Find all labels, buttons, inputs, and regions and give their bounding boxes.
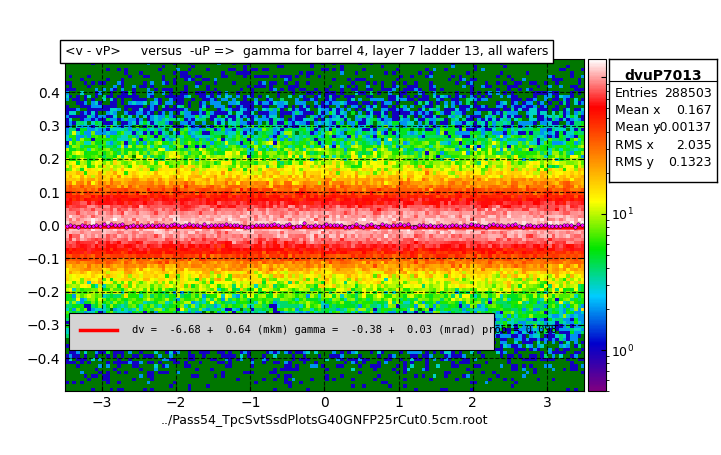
Text: 288503: 288503 bbox=[664, 87, 712, 100]
Text: 0.167: 0.167 bbox=[676, 104, 712, 117]
Text: 0.1323: 0.1323 bbox=[668, 156, 712, 169]
Text: Mean y: Mean y bbox=[614, 121, 660, 134]
Text: RMS y: RMS y bbox=[614, 156, 653, 169]
Text: Entries: Entries bbox=[614, 87, 658, 100]
Text: RMS x: RMS x bbox=[614, 139, 653, 152]
Text: <v - vP>     versus  -uP =>  gamma for barrel 4, layer 7 ladder 13, all wafers: <v - vP> versus -uP => gamma for barrel … bbox=[65, 45, 548, 58]
Text: dvuP7013: dvuP7013 bbox=[624, 69, 702, 83]
Text: -0.00137: -0.00137 bbox=[655, 121, 712, 134]
Text: Mean x: Mean x bbox=[614, 104, 660, 117]
X-axis label: ../Pass54_TpcSvtSsdPlotsG40GNFP25rCut0.5cm.root: ../Pass54_TpcSvtSsdPlotsG40GNFP25rCut0.5… bbox=[161, 415, 488, 427]
Bar bbox=[68, 313, 495, 350]
Text: 2.035: 2.035 bbox=[676, 139, 712, 152]
Text: dv =  -6.68 +  0.64 (mkm) gamma =  -0.38 +  0.03 (mrad) prob = 0.098: dv = -6.68 + 0.64 (mkm) gamma = -0.38 + … bbox=[132, 325, 557, 335]
